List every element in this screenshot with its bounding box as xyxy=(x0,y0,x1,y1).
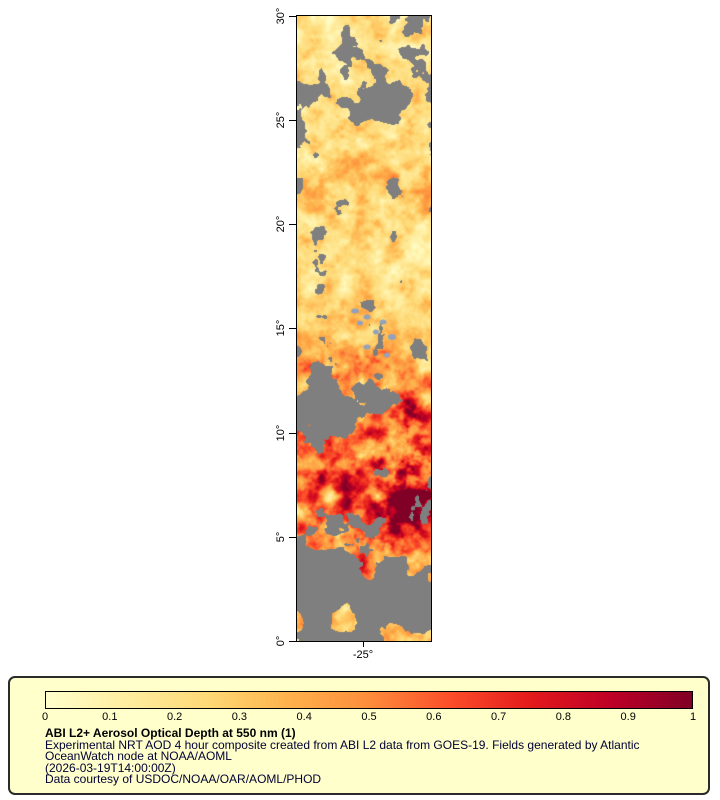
caption-line: OceanWatch node at NOAA/AOML xyxy=(45,749,232,764)
colorbar-tick: 0.1 xyxy=(102,711,118,723)
y-axis-tick xyxy=(289,641,296,642)
colorbar-tick: 0.3 xyxy=(231,711,248,723)
colorbar-tick: 0.6 xyxy=(426,711,442,723)
y-axis-tick xyxy=(289,328,296,329)
colorbar-tick: 0.7 xyxy=(490,711,507,723)
y-axis-label: 20° xyxy=(275,215,287,233)
colorbar-tick-labels: 0 0.1 0.2 0.3 0.4 0.5 0.6 0.7 0.8 0.9 1 xyxy=(41,711,697,724)
colorbar-tick: 0 xyxy=(41,711,49,723)
y-axis-tick xyxy=(289,433,296,434)
y-axis-label: 10° xyxy=(275,424,287,442)
colorbar-tick: 0.2 xyxy=(166,711,183,723)
aod-map-canvas xyxy=(297,16,431,641)
x-axis-tick xyxy=(363,642,364,647)
y-axis-tick xyxy=(289,537,296,538)
colorbar-tick: 0.5 xyxy=(361,711,377,723)
y-axis-label: 0° xyxy=(275,635,287,647)
colorbar-tick: 0.4 xyxy=(296,711,312,723)
y-axis-tick xyxy=(289,120,296,121)
y-axis-label: 5° xyxy=(275,531,287,543)
caption-line: Experimental NRT AOD 4 hour composite cr… xyxy=(45,737,640,752)
y-axis-label: 30° xyxy=(275,7,287,25)
colorbar-gradient xyxy=(45,691,693,709)
caption-line: Data courtesy of USDOC/NOAA/OAR/AOML/PHO… xyxy=(45,772,322,787)
colorbar-tick: 0.9 xyxy=(620,711,636,723)
figure-caption: ABI L2+ Aerosol Optical Depth at 550 nm … xyxy=(45,726,640,787)
x-axis-label: -25° xyxy=(352,649,374,661)
y-axis-label: 25° xyxy=(275,111,287,129)
y-axis-label: 15° xyxy=(275,319,287,337)
y-axis-tick xyxy=(289,16,296,17)
caption-line: (2026-03-19T14:00:00Z) xyxy=(45,760,176,775)
legend-panel: 0 0.1 0.2 0.3 0.4 0.5 0.6 0.7 0.8 0.9 1 … xyxy=(8,676,710,795)
map-frame xyxy=(296,15,432,642)
caption-title: ABI L2+ Aerosol Optical Depth at 550 nm … xyxy=(45,726,296,740)
colorbar-tick: 0.8 xyxy=(555,711,572,723)
colorbar-tick: 1 xyxy=(689,711,697,723)
y-axis-tick xyxy=(289,224,296,225)
